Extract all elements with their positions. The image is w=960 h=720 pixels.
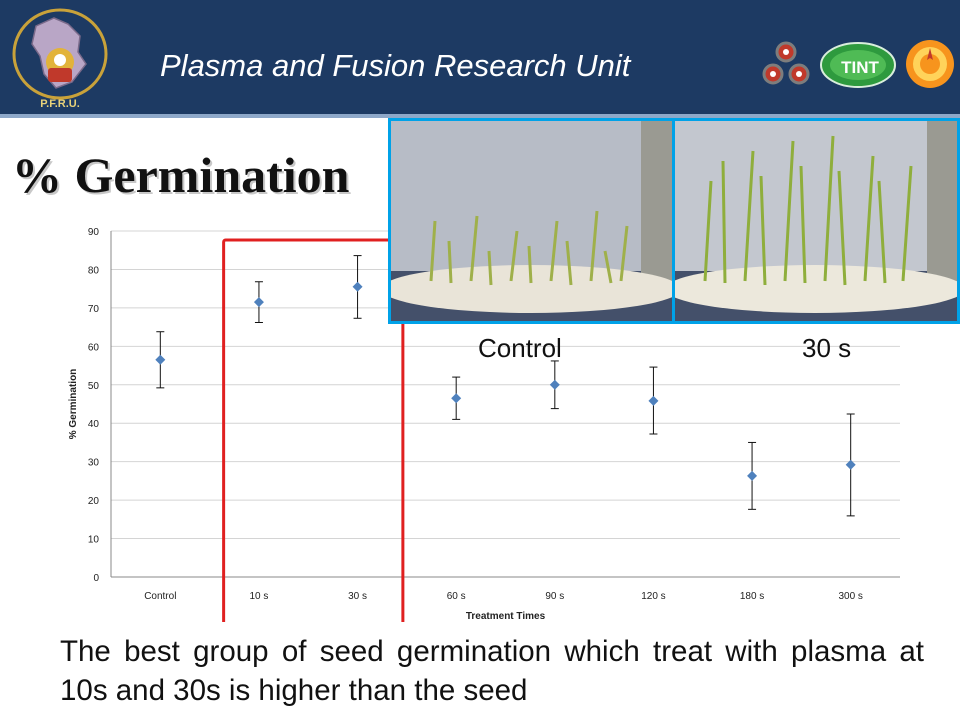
x-tick-label: 120 s [641,591,665,602]
molecule-logo [762,41,810,85]
treated-photo-caption: 30 s [802,333,852,363]
y-tick-label: 60 [88,342,100,353]
slide-title: % Germination [12,147,350,203]
header-title: Plasma and Fusion Research Unit [160,48,631,83]
y-tick-label: 70 [88,304,100,315]
data-point [549,379,560,390]
data-point [451,393,462,404]
y-axis-label: % Germination [68,369,79,440]
data-point [253,297,264,308]
y-tick-label: 20 [88,496,100,507]
y-tick-label: 10 [88,535,100,546]
y-tick-label: 30 [88,458,100,469]
summary-text: The best group of seed germination which… [60,635,924,707]
pfru-logo: P.F.R.U. [12,8,108,110]
x-axis-label: Treatment Times [466,611,546,622]
x-tick-label: 30 s [348,591,367,602]
y-tick-label: 90 [88,227,100,238]
tint-logo-text: TINT [841,58,879,77]
control-photo-caption: Control [478,333,562,363]
x-tick-label: 300 s [838,591,862,602]
data-point [155,354,166,365]
y-tick-label: 80 [88,265,100,276]
data-point [845,459,856,470]
data-point [747,470,758,481]
x-tick-label: 90 s [545,591,564,602]
y-tick-label: 40 [88,419,100,430]
x-tick-label: Control [144,591,176,602]
x-tick-label: 10 s [249,591,268,602]
pfru-logo-text: P.F.R.U. [40,98,80,110]
x-tick-label: 180 s [740,591,764,602]
data-point [648,395,659,406]
highlight-box [222,238,405,622]
control-photo [388,118,676,324]
x-tick-label: 60 s [447,591,466,602]
data-point [352,281,363,292]
y-tick-label: 50 [88,381,100,392]
header-bar: P.F.R.U. Plasma and Fusion Research Unit… [0,0,960,118]
university-seal-logo [906,40,954,88]
germination-chart: 0 10 20 30 40 50 60 70 80 90 Control 10 s 30 s 60 s 90… [68,227,900,622]
tint-logo: TINT [820,42,896,88]
y-tick-label: 0 [93,573,99,584]
treated-30s-photo [672,118,960,324]
